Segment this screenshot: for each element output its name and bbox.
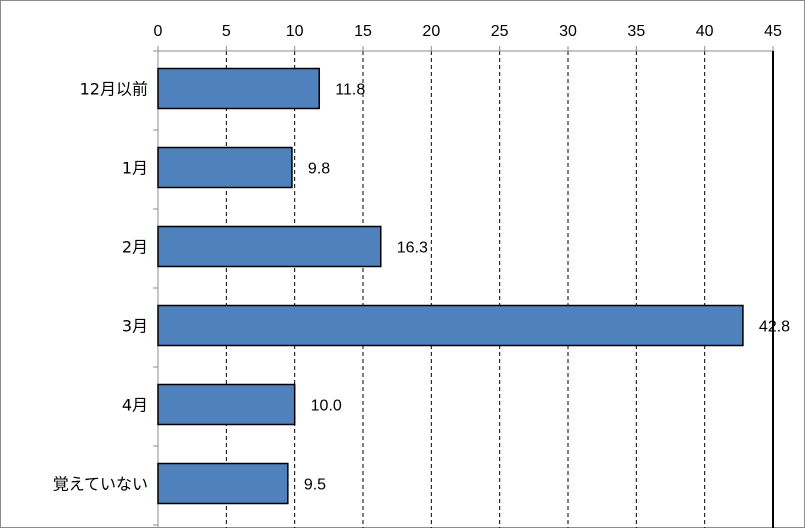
category-label: 覚えていない xyxy=(53,475,148,494)
category-label: 3月 xyxy=(122,317,148,336)
x-tick-label: 40 xyxy=(696,23,714,40)
tick-labels: 0 5 10 15 20 25 30 35 40 45 xyxy=(154,23,782,40)
bars xyxy=(157,67,744,505)
bar xyxy=(157,146,293,189)
bar xyxy=(157,462,289,505)
bar xyxy=(157,304,744,347)
value-label: 16.3 xyxy=(397,240,428,257)
x-tick-label: 5 xyxy=(222,23,231,40)
x-tick-label: 20 xyxy=(422,23,440,40)
category-label: 12月以前 xyxy=(80,80,148,99)
bar xyxy=(157,225,382,268)
x-tick-label: 15 xyxy=(354,23,372,40)
x-tick-label: 10 xyxy=(286,23,304,40)
value-label: 42.8 xyxy=(759,319,790,336)
category-label: 2月 xyxy=(122,238,148,257)
x-tick-label: 35 xyxy=(627,23,645,40)
value-label: 9.5 xyxy=(304,477,326,494)
value-labels: 11.8 9.8 16.3 42.8 10.0 9.5 xyxy=(304,82,790,494)
value-label: 10.0 xyxy=(311,398,342,415)
x-tick-label: 45 xyxy=(764,23,782,40)
value-label: 9.8 xyxy=(308,161,330,178)
bar xyxy=(157,383,296,426)
gridlines xyxy=(225,51,706,528)
x-tick-label: 0 xyxy=(154,23,163,40)
x-tick-label: 30 xyxy=(559,23,577,40)
category-label: 1月 xyxy=(122,159,148,178)
value-label: 11.8 xyxy=(335,82,365,99)
axes xyxy=(153,46,774,528)
bar xyxy=(157,67,321,110)
category-label: 4月 xyxy=(122,396,148,415)
x-tick-label: 25 xyxy=(491,23,509,40)
